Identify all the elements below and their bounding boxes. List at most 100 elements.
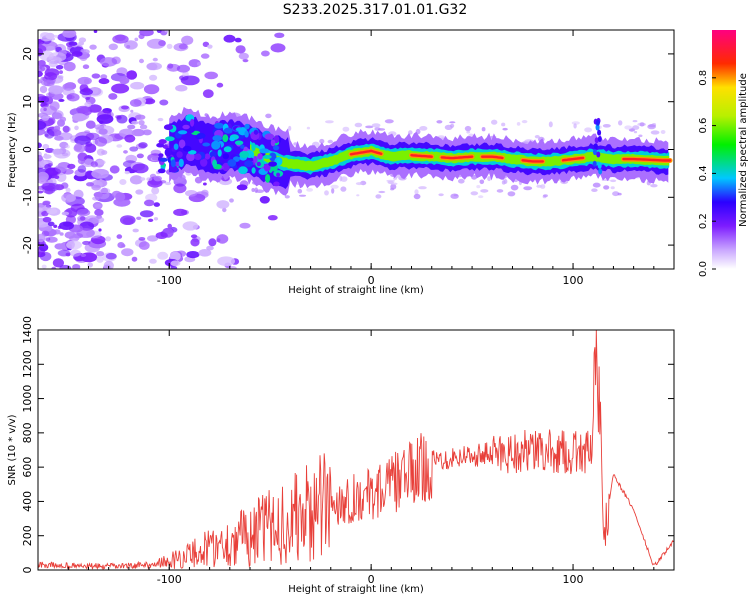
- heatmap-noise-blob: [65, 194, 76, 202]
- heatmap-haze-blob: [319, 138, 325, 144]
- heatmap-haze-blob: [419, 125, 428, 131]
- heatmap-noise-blob: [94, 203, 102, 208]
- spectrogram-xtick-label: 100: [563, 274, 584, 287]
- heatmap-noise-blob: [180, 75, 200, 86]
- colorbar: 0.0 0.2 0.4 0.6 0.8 Normalized spectral ampl…: [698, 30, 749, 277]
- snr-ytick-label: 0: [21, 567, 34, 574]
- heatmap-noise-blob: [235, 45, 246, 54]
- heatmap-haze-blob: [413, 193, 421, 200]
- heatmap-noise-blob: [85, 97, 90, 100]
- heatmap-noise-blob: [135, 189, 144, 195]
- heatmap-haze-blob: [251, 188, 255, 192]
- heatmap-noise-blob: [84, 242, 101, 253]
- heatmap-noise-blob: [136, 153, 144, 159]
- heatmap-noise-blob: [178, 43, 188, 50]
- heatmap-noise-blob: [236, 184, 248, 191]
- heatmap-ridge-blob: [158, 139, 167, 145]
- heatmap-haze-blob: [464, 125, 472, 132]
- heatmap-noise-blob: [42, 216, 52, 223]
- heatmap-noise-blob: [131, 120, 139, 125]
- heatmap-noise-blob: [62, 125, 70, 133]
- heatmap-spike-blob: [597, 136, 602, 142]
- heatmap-noise-blob: [223, 34, 236, 43]
- heatmap-noise-blob: [216, 200, 230, 209]
- heatmap-noise-blob: [48, 85, 64, 95]
- heatmap-noise-blob: [138, 237, 146, 241]
- heatmap-noise-blob: [138, 120, 145, 126]
- heatmap-noise-blob: [38, 70, 43, 78]
- heatmap-noise-blob: [45, 149, 53, 153]
- heatmap-noise-blob: [38, 65, 46, 73]
- heatmap-ridge-blob: [235, 127, 246, 132]
- heatmap-noise-blob: [198, 249, 212, 257]
- heatmap-haze-blob: [324, 190, 329, 196]
- heatmap-noise-blob: [265, 113, 272, 119]
- heatmap-ridge-blob: [264, 133, 275, 140]
- heatmap-haze-blob: [633, 130, 638, 134]
- heatmap-noise-blob: [134, 37, 139, 42]
- heatmap-ridge-blob: [238, 166, 248, 175]
- heatmap-noise-blob: [76, 105, 91, 114]
- heatmap-ridge-blob: [209, 151, 217, 158]
- heatmap-ridge-blob: [187, 150, 197, 155]
- heatmap-ridge-blob: [159, 157, 168, 162]
- heatmap-noise-blob: [42, 143, 50, 150]
- heatmap-noise-blob: [242, 59, 249, 63]
- heatmap-haze-blob: [502, 127, 508, 131]
- heatmap-noise-blob: [153, 217, 159, 221]
- heatmap-ridge-blob: [251, 167, 256, 174]
- heatmap-noise-blob: [145, 193, 158, 202]
- heatmap-noise-blob: [166, 43, 173, 50]
- heatmap-noise-blob: [41, 264, 47, 269]
- heatmap-noise-blob: [127, 124, 136, 130]
- heatmap-noise-blob: [157, 117, 164, 122]
- heatmap-haze-blob: [466, 130, 471, 134]
- heatmap-haze-blob: [375, 194, 382, 199]
- heatmap-noise-blob: [146, 235, 159, 242]
- heatmap-ridge-blob: [244, 160, 254, 168]
- figure-title: S233.2025.317.01.01.G32: [282, 2, 468, 18]
- heatmap-haze-blob: [444, 124, 453, 130]
- heatmap-noise-blob: [41, 182, 56, 191]
- heatmap-haze-blob: [571, 121, 580, 125]
- heatmap-noise-blob: [159, 99, 169, 106]
- heatmap-haze-blob: [523, 186, 533, 191]
- heatmap-ridge-blob: [251, 142, 256, 152]
- heatmap-noise-blob: [53, 229, 61, 235]
- heatmap-haze-blob: [624, 125, 633, 130]
- heatmap-ridge-peak: [561, 156, 585, 162]
- colorbar-tick-label: 0.8: [698, 70, 709, 86]
- heatmap-noise-blob: [98, 128, 108, 135]
- heatmap-noise-blob: [111, 56, 121, 65]
- heatmap-haze-blob: [306, 188, 313, 192]
- heatmap-noise-blob: [229, 198, 234, 203]
- heatmap-ridge-blob: [202, 142, 211, 147]
- heatmap-noise-blob: [52, 148, 63, 155]
- heatmap-ridge-blob: [244, 123, 250, 130]
- heatmap-noise-blob: [72, 113, 87, 122]
- heatmap-noise-blob: [87, 104, 102, 113]
- heatmap-noise-blob: [78, 41, 84, 46]
- heatmap-noise-blob: [96, 256, 104, 263]
- heatmap-haze-blob: [340, 176, 348, 182]
- heatmap-noise-blob: [170, 260, 181, 267]
- heatmap-noise-blob: [94, 124, 105, 130]
- heatmap-haze-blob: [371, 123, 381, 128]
- heatmap-ridge-blob: [268, 161, 277, 167]
- heatmap-noise-blob: [130, 109, 134, 113]
- heatmap-noise-blob: [234, 37, 242, 43]
- heatmap-noise-blob: [54, 184, 65, 191]
- heatmap-noise-blob: [121, 105, 129, 110]
- heatmap-haze-blob: [470, 191, 479, 196]
- heatmap-noise-blob: [217, 256, 236, 267]
- heatmap-noise-blob: [99, 187, 111, 194]
- heatmap-noise-blob: [38, 154, 43, 162]
- heatmap-noise-blob: [38, 142, 42, 149]
- colorbar-tick-label: 0.6: [698, 118, 709, 134]
- heatmap-noise-blob: [76, 228, 95, 238]
- heatmap-noise-blob: [139, 124, 148, 130]
- heatmap-ridge-blob: [212, 159, 218, 168]
- snr-xlabel: Height of straight line (km): [288, 584, 424, 595]
